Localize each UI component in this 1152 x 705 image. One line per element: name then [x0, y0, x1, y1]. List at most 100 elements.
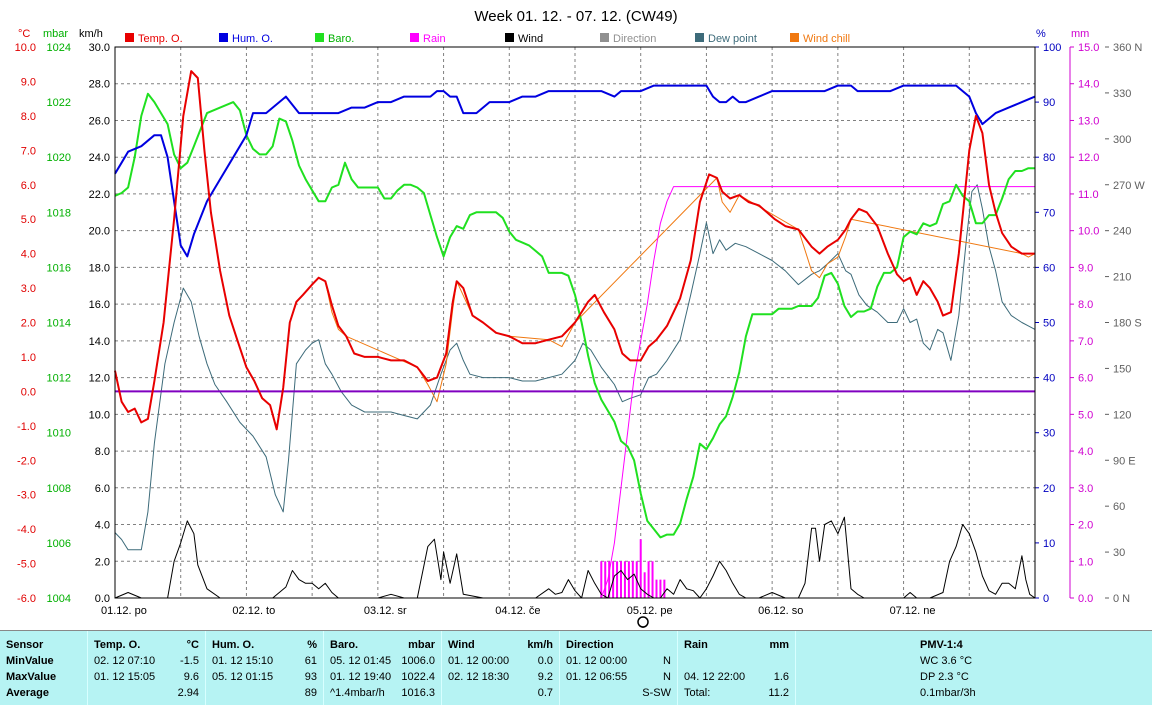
dir-axis-tick: 60 — [1113, 501, 1125, 513]
wind-axis-tick: 16.0 — [89, 299, 110, 311]
rain-axis-tick: 0.0 — [1078, 593, 1093, 605]
direction-header: Direction — [566, 639, 614, 651]
direction-min-value: N — [663, 655, 671, 667]
dir-axis-tick: 0 N — [1113, 593, 1130, 605]
hum-max-time: 05. 12 01:15 — [212, 671, 274, 683]
hum-axis-tick: 90 — [1043, 97, 1055, 109]
sensor-column: Sensor MinValue MaxValue Average — [0, 631, 88, 705]
temp-unit: °C — [186, 639, 199, 651]
hum-unit-label: % — [1036, 28, 1046, 40]
rain-column: Rain mm 04. 12 22:00 1.6 Total: 11.2 — [678, 631, 796, 705]
statistics-panel: Sensor MinValue MaxValue Average Temp. O… — [0, 630, 1152, 705]
baro-axis-tick: 1018 — [47, 207, 71, 219]
legend-swatch-0 — [125, 33, 134, 42]
hum-header: Hum. O. — [212, 639, 255, 651]
legend-label-7: Wind chill — [803, 33, 850, 45]
hum-column: Hum. O.% 01. 12 15:10 61 05. 12 01:15 93 8… — [206, 631, 324, 705]
dir-axis-tick: 90 E — [1113, 455, 1136, 467]
temp-axis-tick: 3.0 — [21, 283, 36, 295]
rain-axis-tick: 1.0 — [1078, 556, 1093, 568]
x-tick-label: 02.12. to — [232, 605, 275, 617]
wind-axis-tick: 4.0 — [95, 520, 110, 532]
wind-axis-tick: 22.0 — [89, 189, 110, 201]
dir-axis-tick: 180 S — [1113, 318, 1142, 330]
baro-axis-tick: 1006 — [47, 538, 71, 550]
x-tick-label: 05.12. pe — [627, 605, 673, 617]
baro-axis-tick: 1022 — [47, 97, 71, 109]
hum-axis-tick: 0 — [1043, 593, 1049, 605]
wind-unit-label: km/h — [79, 28, 103, 40]
legend-swatch-6 — [695, 33, 704, 42]
temp-axis-tick: 2.0 — [21, 318, 36, 330]
legend: Temp. O. Hum. O. Baro. Rain Wind Direction Dew… — [125, 33, 850, 45]
wind-axis-tick: 0.0 — [95, 593, 110, 605]
max-value-label: MaxValue — [6, 671, 57, 683]
wind-min-time: 01. 12 00:00 — [448, 655, 510, 667]
hum-axis-tick: 60 — [1043, 262, 1055, 274]
temp-min-value: -1.5 — [180, 655, 199, 667]
hum-min-value: 61 — [304, 655, 317, 667]
axes: 10.0 9.0 8.0 7.0 6.0 5.0 4.0 3.0 2.0 1.0 0.0 -1.0 -2… — [15, 42, 1146, 617]
baro-header: Baro. — [330, 639, 359, 651]
hum-axis-tick: 80 — [1043, 152, 1055, 164]
wind-column: Wind km/h 01. 12 00:00 0.0 02. 12 18:30 9.2… — [442, 631, 560, 705]
temp-min-time: 02. 12 07:10 — [94, 655, 156, 667]
wind-average: 0.7 — [537, 687, 553, 699]
rain-axis-tick: 12.0 — [1078, 152, 1099, 164]
series-rain — [115, 186, 1035, 599]
x-tick-label: 03.12. sr — [364, 605, 407, 617]
hum-axis-tick: 40 — [1043, 373, 1055, 385]
wind-axis-tick: 26.0 — [89, 115, 110, 127]
baro-axis-tick: 1024 — [47, 42, 71, 54]
direction-min-time: 01. 12 00:00 — [566, 655, 628, 667]
temp-axis-tick: -5.0 — [17, 559, 36, 571]
direction-max-time: 01. 12 06:55 — [566, 671, 628, 683]
baro-average: 1016.3 — [401, 687, 435, 699]
baro-unit-label: mbar — [43, 28, 68, 40]
hum-axis-tick: 70 — [1043, 207, 1055, 219]
wind-axis-tick: 8.0 — [95, 446, 110, 458]
baro-trend: ^1.4mbar/h — [330, 687, 385, 699]
pmv-wind-chill: WC 3.6 °C — [920, 655, 973, 667]
temp-column: Temp. O. °C 02. 12 07:10 -1.5 01. 12 15:05… — [88, 631, 206, 705]
baro-max-time: 01. 12 19:40 — [330, 671, 392, 683]
dir-axis-tick: 210 — [1113, 272, 1131, 284]
hum-unit: % — [307, 639, 317, 651]
hum-average: 89 — [304, 687, 317, 699]
baro-axis-tick: 1012 — [47, 373, 71, 385]
rain-total-value: 11.2 — [768, 687, 789, 699]
rain-axis-tick: 7.0 — [1078, 336, 1093, 348]
temp-axis-tick: 5.0 — [21, 214, 36, 226]
x-tick-label: 07.12. ne — [890, 605, 936, 617]
series-wind — [114, 516, 1036, 599]
temp-axis-tick: 8.0 — [21, 111, 36, 123]
baro-axis-tick: 1020 — [47, 152, 71, 164]
legend-label-2: Baro. — [328, 33, 354, 45]
wind-max-value: 9.2 — [537, 671, 553, 683]
baro-max-value: 1022.4 — [401, 671, 435, 683]
wind-axis-tick: 18.0 — [89, 262, 110, 274]
baro-unit: mbar — [408, 639, 435, 651]
temp-max-time: 01. 12 15:05 — [94, 671, 156, 683]
rain-unit: mm — [769, 639, 789, 651]
temp-axis-tick: 4.0 — [21, 249, 36, 261]
temp-axis-tick: -4.0 — [17, 524, 36, 536]
baro-axis-tick: 1008 — [47, 483, 71, 495]
direction-average: S-SW — [642, 687, 671, 699]
hum-min-time: 01. 12 15:10 — [212, 655, 274, 667]
temp-axis-tick: -3.0 — [17, 490, 36, 502]
rain-max-value: 1.6 — [773, 671, 789, 683]
direction-column: Direction 01. 12 00:00 N 01. 12 06:55 N S-… — [560, 631, 678, 705]
rain-axis-tick: 10.0 — [1078, 226, 1099, 238]
legend-label-6: Dew point — [708, 33, 757, 45]
temp-average: 2.94 — [177, 687, 199, 699]
wind-axis-tick: 12.0 — [89, 373, 110, 385]
wind-axis-tick: 28.0 — [89, 79, 110, 91]
legend-swatch-1 — [219, 33, 228, 42]
scroll-marker[interactable] — [637, 616, 649, 628]
hum-axis-tick: 10 — [1043, 538, 1055, 550]
hum-axis-tick: 100 — [1043, 42, 1061, 54]
temp-max-value: 9.6 — [183, 671, 199, 683]
hum-axis-tick: 30 — [1043, 428, 1055, 440]
rain-axis-tick: 8.0 — [1078, 299, 1093, 311]
